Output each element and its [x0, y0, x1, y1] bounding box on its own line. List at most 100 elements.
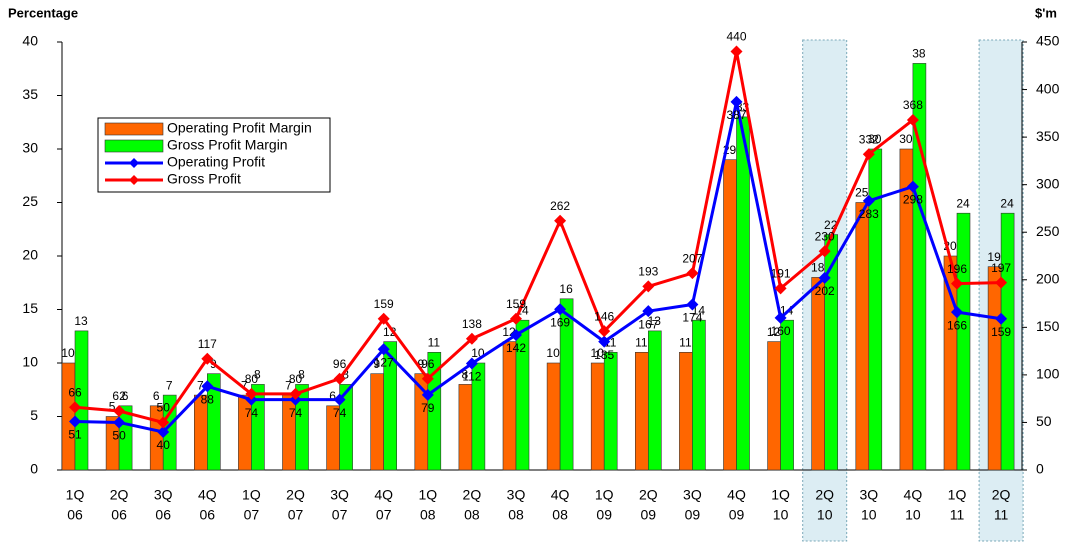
- point-label: 142: [506, 341, 526, 355]
- point: [69, 415, 81, 428]
- line: [74, 51, 1002, 425]
- bar-label: 6: [122, 389, 129, 403]
- x-tick-label: 3Q: [859, 487, 878, 503]
- y2-tick-label: 400: [1036, 80, 1060, 96]
- y-tick-label: 25: [22, 193, 38, 209]
- y-tick-label: 40: [22, 33, 38, 49]
- point-label: 262: [550, 199, 570, 213]
- point-label: 230: [815, 229, 835, 243]
- point-label: 166: [947, 318, 967, 332]
- bar-label: 30: [868, 132, 882, 146]
- point-label: 202: [815, 284, 835, 298]
- x-tick-label: 1Q: [418, 487, 437, 503]
- y-tick-label: 0: [30, 461, 38, 477]
- point-label: 50: [112, 429, 126, 443]
- bar: [692, 319, 706, 471]
- bar-label: 10: [61, 346, 75, 360]
- bar-label: 7: [285, 378, 292, 392]
- point-label: 74: [333, 406, 347, 420]
- bar: [207, 373, 221, 471]
- x-tick-label: 06: [111, 507, 127, 523]
- x-tick-label: 2Q: [992, 487, 1011, 503]
- x-tick-label: 1Q: [771, 487, 790, 503]
- x-tick-label: 2Q: [463, 487, 482, 503]
- y2-tick-label: 0: [1036, 461, 1044, 477]
- x-tick-label: 06: [200, 507, 216, 523]
- bar-label: 7: [166, 378, 173, 392]
- bar-label: 24: [956, 196, 970, 210]
- bar-label: 30: [899, 132, 913, 146]
- x-tick-label: 1Q: [948, 487, 967, 503]
- point-label: 160: [771, 324, 791, 338]
- point-label: 96: [333, 357, 347, 371]
- point: [730, 95, 743, 108]
- bar: [824, 234, 839, 471]
- bar: [339, 384, 353, 471]
- point: [333, 372, 346, 385]
- bar-label: 38: [912, 47, 926, 61]
- point-label: 74: [289, 406, 303, 420]
- point-label: 159: [991, 325, 1011, 339]
- point-label: 88: [201, 392, 215, 406]
- bar: [383, 341, 398, 471]
- bar-label: 11: [428, 335, 441, 349]
- y2-tick-label: 200: [1036, 270, 1060, 286]
- x-tick-label: 1Q: [66, 487, 85, 503]
- x-tick-label: 07: [288, 507, 304, 523]
- bar: [855, 202, 870, 471]
- point: [510, 312, 522, 325]
- point: [995, 276, 1008, 289]
- point: [201, 380, 214, 393]
- point-label: 368: [903, 98, 923, 112]
- x-tick-label: 1Q: [595, 487, 614, 503]
- bar: [370, 373, 385, 471]
- bar: [427, 351, 442, 471]
- bar: [590, 362, 605, 471]
- point: [818, 271, 831, 284]
- point: [333, 393, 346, 406]
- bar-label: 6: [153, 389, 160, 403]
- y2-axis-title: $'m: [1035, 5, 1057, 20]
- point-label: 196: [947, 262, 967, 276]
- point: [686, 298, 699, 311]
- line: [74, 101, 1002, 434]
- point-label: 197: [991, 261, 1011, 275]
- bar: [74, 330, 89, 471]
- x-tick-label: 2Q: [815, 487, 834, 503]
- point: [377, 343, 390, 356]
- bar-label: 7: [241, 378, 248, 392]
- point-label: 167: [638, 317, 658, 331]
- point-label: 80: [289, 372, 303, 386]
- point: [686, 267, 699, 280]
- point: [289, 387, 302, 400]
- bar-label: 6: [329, 389, 336, 403]
- y2-tick-label: 50: [1036, 413, 1052, 429]
- x-tick-label: 4Q: [727, 487, 746, 503]
- bar: [912, 63, 927, 471]
- point: [554, 303, 567, 316]
- bar: [811, 277, 826, 471]
- point-label: 193: [638, 265, 658, 279]
- legend-swatch: [104, 139, 164, 153]
- x-tick-label: 09: [685, 507, 701, 523]
- point: [995, 312, 1008, 325]
- x-tick-label: 09: [641, 507, 657, 523]
- point: [862, 148, 875, 161]
- bar: [559, 298, 574, 471]
- bar-label: 5: [109, 400, 116, 414]
- bar-label: 9: [373, 357, 380, 371]
- point-label: 135: [594, 348, 614, 362]
- bar-label: 13: [74, 314, 88, 328]
- x-tick-label: 3Q: [154, 487, 173, 503]
- y2-tick-label: 250: [1036, 223, 1060, 239]
- x-tick-label: 08: [508, 507, 524, 523]
- x-tick-label: 10: [773, 507, 789, 523]
- point-label: 169: [550, 315, 570, 329]
- legend-label: Gross Profit: [167, 171, 241, 187]
- y2-tick-label: 100: [1036, 366, 1060, 382]
- bar: [723, 159, 737, 471]
- bar-label: 10: [546, 346, 560, 360]
- bar-label: 8: [298, 368, 305, 382]
- bar: [780, 319, 794, 471]
- x-tick-label: 07: [244, 507, 260, 523]
